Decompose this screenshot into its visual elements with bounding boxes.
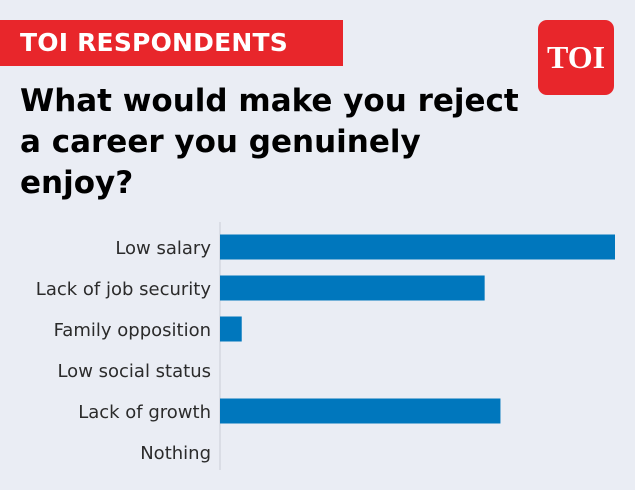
bar-lack-of-growth	[220, 398, 501, 424]
bar-family-opposition	[220, 316, 242, 342]
category-label-family-opposition: Family opposition	[54, 320, 211, 341]
category-label-lack-of-job-security: Lack of job security	[36, 279, 212, 300]
category-label-lack-of-growth: Lack of growth	[78, 402, 211, 423]
category-label-nothing: Nothing	[140, 443, 211, 464]
category-labels-group: Low salary Lack of job security Family opp…	[36, 238, 212, 464]
bar-low-salary	[220, 234, 615, 260]
bars-group	[220, 234, 615, 424]
category-label-low-salary: Low salary	[115, 238, 211, 259]
chart-headline: What would make you reject a career you …	[20, 83, 519, 201]
category-label-low-social-status: Low social status	[57, 361, 211, 382]
brand-tag: TOI RESPONDENTS	[0, 20, 343, 66]
bar-lack-of-job-security	[220, 275, 485, 301]
toi-logo: TOI	[538, 20, 614, 95]
